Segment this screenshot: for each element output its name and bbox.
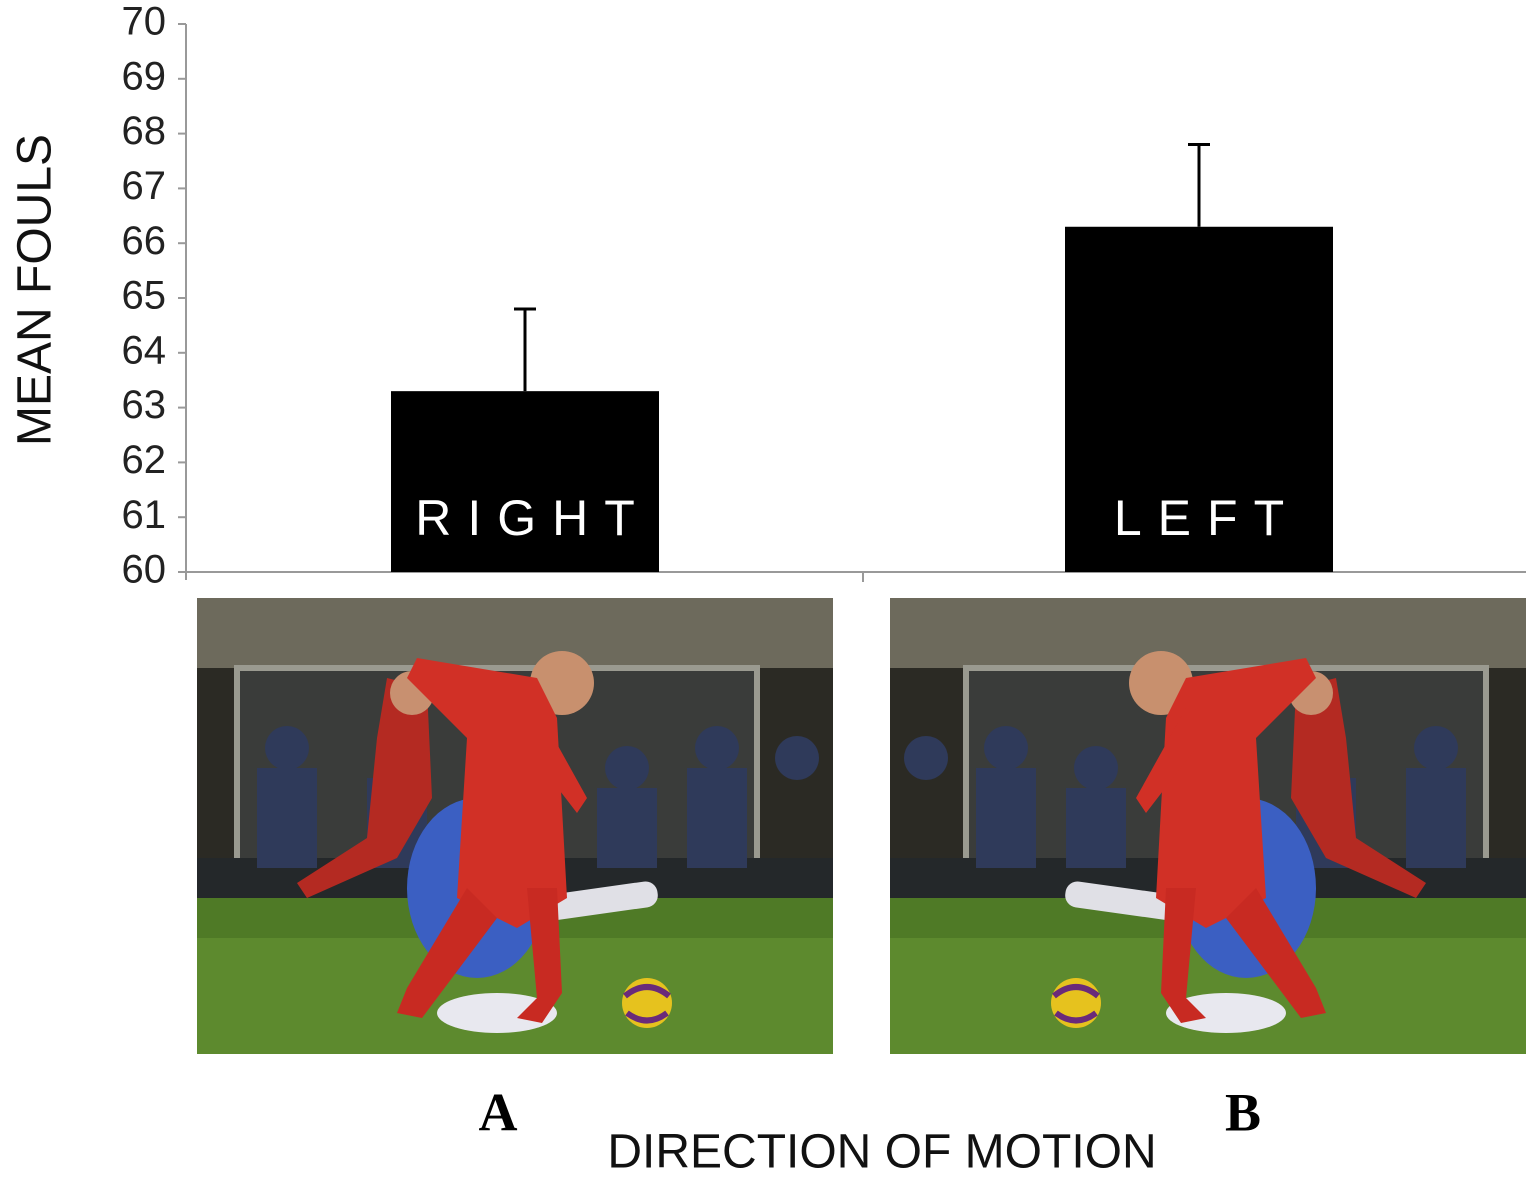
y-tick-label: 67 — [122, 164, 167, 208]
category-label: RIGHT — [415, 490, 651, 546]
panel-label: A — [479, 1082, 518, 1142]
y-tick-label: 70 — [122, 0, 167, 44]
y-tick-label: 64 — [122, 328, 167, 372]
photo-a — [197, 598, 833, 1054]
y-tick-label: 65 — [122, 274, 167, 318]
chart: MEAN FOULS DIRECTION OF MOTION A B 60 61 6… — [0, 0, 1526, 1177]
y-tick-label: 69 — [122, 54, 167, 98]
category-label: LEFT — [1114, 490, 1300, 546]
x-axis-title: DIRECTION OF MOTION — [607, 1126, 1156, 1177]
y-tick-label: 66 — [122, 219, 167, 263]
y-tick-label: 63 — [122, 383, 167, 427]
panel-label: B — [1225, 1082, 1261, 1142]
y-tick-label: 60 — [122, 548, 167, 592]
photo-b — [890, 598, 1526, 1054]
y-axis-title: MEAN FOULS — [9, 134, 62, 446]
y-tick-label: 68 — [122, 109, 167, 153]
y-tick-label: 61 — [122, 493, 167, 537]
y-tick-label: 62 — [122, 438, 167, 482]
